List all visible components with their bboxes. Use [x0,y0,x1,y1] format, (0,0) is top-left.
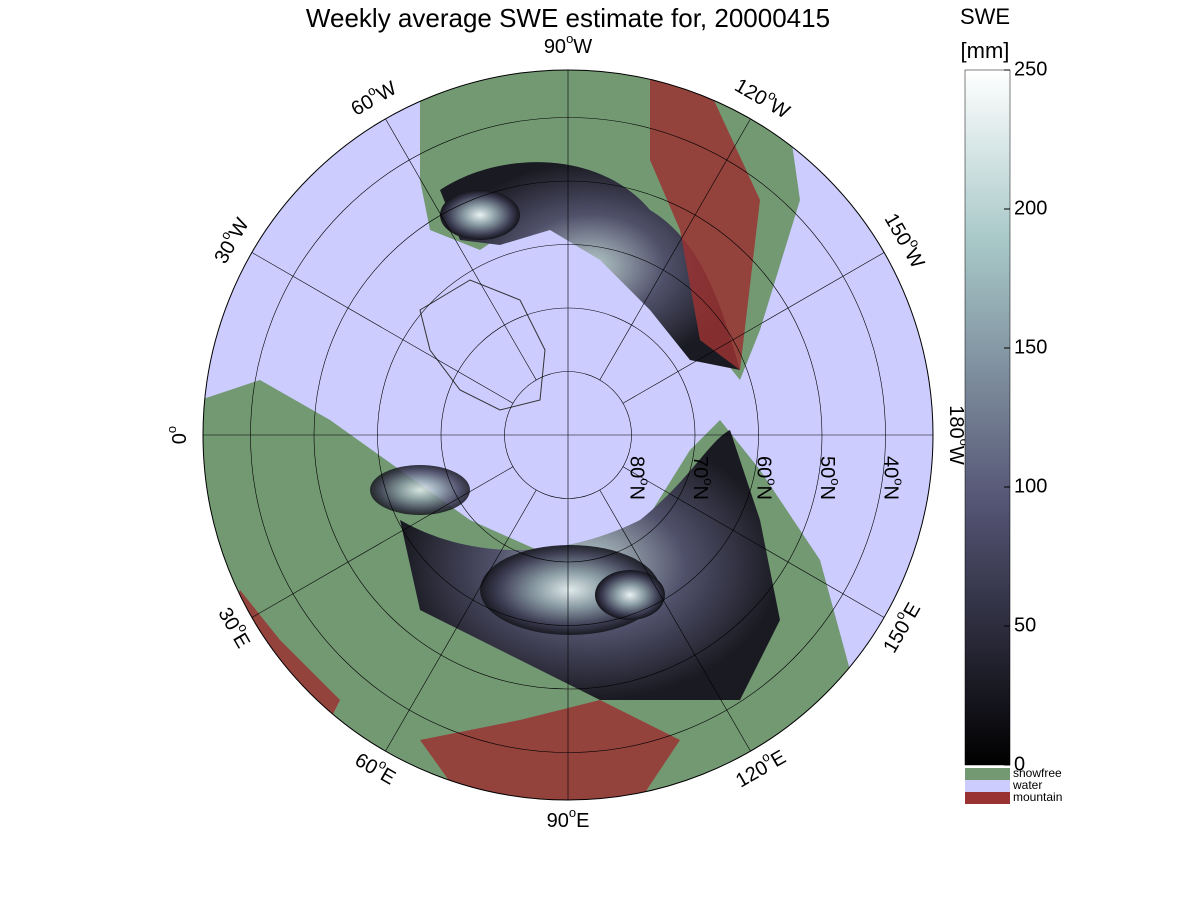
meridian-label: 60oW [345,73,400,120]
meridian-label: 30oW [206,212,253,267]
colorbar-tick-label: 250 [1014,58,1047,80]
map-title: Weekly average SWE estimate for, 2000041… [306,3,830,33]
parallel-number: 70 [689,456,711,478]
map-disk [203,70,933,800]
meridian-number: 0 [169,433,191,444]
legend-swatch [965,780,1010,792]
degree-mark: o [566,31,573,46]
degree-mark: o [957,439,972,446]
degree-mark: o [828,478,843,485]
meridian-hemisphere: W [373,78,400,107]
meridian [385,118,537,381]
meridian [599,118,751,381]
parallel-number: 50 [816,456,838,478]
parallel-hemisphere: N [689,486,711,500]
legend-label: water [1012,778,1042,792]
degree-mark: o [701,478,716,485]
parallel-number: 80 [625,456,647,478]
meridian-hemisphere: W [945,446,967,465]
meridian-label: 90oE [547,805,590,832]
meridian-number: 120 [731,75,771,111]
meridian-hemisphere: W [900,245,929,272]
meridian [251,466,514,618]
meridian-label: 90oW [544,31,592,58]
parallel-label: 70oN [689,456,716,500]
degree-mark: o [164,426,179,433]
map-frame [202,69,934,801]
meridian-hemisphere: W [573,36,592,58]
parallel-hemisphere: N [879,486,901,500]
meridian-hemisphere: E [228,630,254,653]
colorbar-tick-label: 200 [1014,197,1047,219]
meridian-number: 60 [351,749,381,779]
legend-swatch [965,792,1010,804]
parallel-hemisphere: N [625,486,647,500]
mountain-central-asia [420,700,680,800]
meridian-number: 90 [547,810,569,832]
degree-mark: o [891,478,906,485]
parallel-label: 50oN [816,456,843,500]
snow-scandinavia [370,465,470,515]
degree-mark: o [764,478,779,485]
meridian-label: 0o [164,426,191,444]
degree-mark: o [637,478,652,485]
parallel-label: 60oN [752,456,779,500]
meridian [599,489,751,752]
snow-peak [595,570,665,620]
legend-label: mountain [1013,790,1062,804]
colorbar [964,69,1011,766]
meridian-number: 180 [945,405,967,438]
mountain-rockies [650,70,760,370]
parallel-hemisphere: N [816,486,838,500]
colorbar-tick-label: 150 [1014,336,1047,358]
colorbar-tick-label: 100 [1014,475,1047,497]
snow-quebec [440,190,520,240]
colorbar-tick-label: 50 [1014,614,1036,636]
greenland [419,279,546,411]
meridian [622,466,885,618]
legend-swatch [965,768,1010,780]
colorbar-unit: [mm] [961,38,1010,63]
meridian-label: 180oW [945,405,972,465]
meridian [385,489,537,752]
parallel-label: 40oN [879,456,906,500]
meridian-number: 150 [880,617,916,657]
meridian-hemisphere: E [767,747,790,773]
meridian-number: 90 [544,36,566,58]
colorbar-tick-label: 0 [1014,753,1025,775]
parallel-hemisphere: N [752,486,774,500]
meridian [251,252,514,404]
meridian-number: 30 [211,237,241,267]
colorbar-title: SWE [960,4,1010,29]
degree-mark: o [569,805,576,820]
legend-label: snowfree [1013,766,1062,780]
meridian [622,252,885,404]
parallel-label: 80oN [625,456,652,500]
parallel-number: 40 [879,456,901,478]
parallel-number: 60 [752,456,774,478]
mountain-europe [230,590,340,720]
meridian-hemisphere: E [576,810,589,832]
